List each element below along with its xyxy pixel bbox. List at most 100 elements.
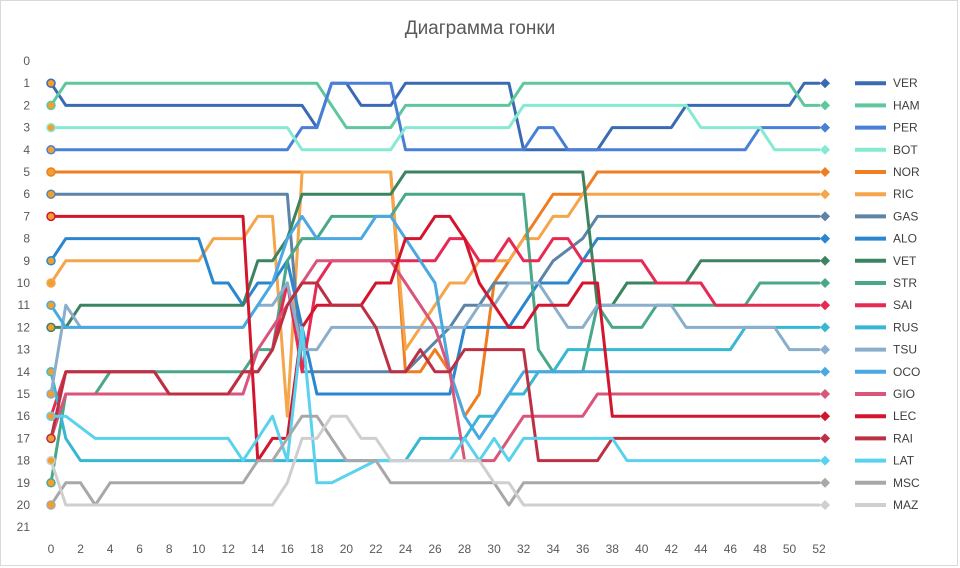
series-line — [49, 281, 821, 396]
legend-label: VER — [893, 76, 918, 90]
legend-item-nor: NOR — [855, 165, 920, 179]
series-line — [49, 170, 821, 418]
series-msc — [46, 414, 831, 510]
end-marker — [820, 389, 831, 399]
x-tick-label: 6 — [136, 542, 143, 556]
x-tick-label: 14 — [251, 542, 265, 556]
start-marker — [46, 322, 56, 333]
y-tick-label: 5 — [23, 165, 30, 179]
end-marker — [820, 167, 831, 177]
legend-label: SAI — [893, 298, 912, 312]
legend-label: MAZ — [893, 498, 918, 512]
end-marker — [820, 433, 831, 444]
series-line — [49, 325, 821, 485]
x-tick-label: 8 — [166, 542, 173, 556]
series-nor — [46, 167, 831, 418]
start-marker — [46, 478, 56, 488]
series-line — [49, 214, 821, 463]
legend-item-ver: VER — [855, 76, 918, 90]
legend-label: LAT — [893, 454, 915, 468]
series-line — [49, 81, 821, 152]
end-marker — [820, 189, 831, 200]
legend-label: HAM — [893, 98, 920, 112]
end-marker — [820, 300, 831, 311]
start-marker — [46, 100, 56, 111]
chart-title: Диаграмма гонки — [404, 18, 556, 39]
y-tick-label: 3 — [23, 121, 30, 135]
series-alo — [46, 233, 831, 396]
series-line — [49, 237, 821, 396]
x-tick-label: 20 — [340, 542, 354, 556]
end-marker — [820, 477, 831, 488]
legend-label: GAS — [893, 209, 918, 223]
x-tick-label: 4 — [107, 542, 114, 556]
x-tick-label: 10 — [192, 542, 206, 556]
end-marker — [820, 122, 831, 133]
series-line — [49, 170, 821, 329]
start-marker — [46, 122, 56, 133]
legend-item-maz: MAZ — [855, 498, 918, 512]
x-tick-label: 24 — [399, 542, 413, 556]
end-marker — [820, 500, 831, 510]
legend-label: OCO — [893, 365, 920, 379]
start-marker — [46, 189, 56, 199]
x-tick-label: 26 — [428, 542, 442, 556]
series-vet — [46, 170, 831, 333]
x-tick-label: 32 — [517, 542, 531, 556]
series-per — [46, 81, 831, 155]
x-tick-label: 12 — [222, 542, 236, 556]
series-ric — [46, 170, 831, 418]
y-tick-label: 11 — [18, 298, 31, 312]
legend: VER HAM PER BOT NOR RIC GAS ALO VET STR SAI RUS TSU O… — [855, 76, 920, 512]
x-tick-label: 16 — [281, 542, 295, 556]
start-marker — [46, 300, 56, 310]
series-lines — [46, 78, 831, 510]
end-marker — [820, 78, 831, 89]
legend-item-rai: RAI — [855, 431, 913, 445]
start-marker — [46, 433, 56, 444]
y-tick-label: 17 — [17, 431, 31, 445]
start-marker — [46, 278, 56, 288]
series-line — [49, 81, 821, 152]
legend-item-alo: ALO — [855, 232, 917, 246]
start-marker — [46, 411, 56, 421]
legend-item-msc: MSC — [855, 476, 920, 490]
y-tick-label: 21 — [17, 520, 31, 534]
legend-label: STR — [893, 276, 917, 290]
legend-label: PER — [893, 121, 918, 135]
x-tick-label: 34 — [547, 542, 561, 556]
legend-item-lec: LEC — [855, 409, 917, 423]
y-tick-label: 15 — [17, 387, 31, 401]
x-tick-label: 42 — [665, 542, 679, 556]
series-line — [49, 414, 821, 507]
legend-item-str: STR — [855, 276, 917, 290]
legend-label: RIC — [893, 187, 914, 201]
series-line — [49, 103, 821, 152]
start-marker — [46, 455, 56, 466]
x-tick-label: 44 — [694, 542, 708, 556]
start-marker — [46, 256, 56, 266]
start-marker — [46, 500, 56, 510]
legend-label: GIO — [893, 387, 915, 401]
legend-label: LEC — [893, 409, 917, 423]
start-marker — [46, 211, 56, 222]
start-marker — [46, 78, 56, 88]
y-tick-label: 20 — [17, 498, 31, 512]
end-marker — [820, 211, 831, 222]
y-tick-label: 2 — [23, 98, 30, 112]
legend-item-bot: BOT — [855, 143, 918, 157]
legend-item-vet: VET — [855, 254, 917, 268]
series-line — [49, 170, 821, 418]
x-tick-label: 38 — [606, 542, 620, 556]
legend-label: RAI — [893, 431, 913, 445]
x-tick-label: 48 — [753, 542, 767, 556]
y-tick-label: 6 — [23, 187, 30, 201]
x-tick-label: 36 — [576, 542, 590, 556]
legend-label: ALO — [893, 232, 917, 246]
start-marker — [46, 145, 56, 155]
x-tick-label: 28 — [458, 542, 472, 556]
x-tick-label: 46 — [724, 542, 738, 556]
